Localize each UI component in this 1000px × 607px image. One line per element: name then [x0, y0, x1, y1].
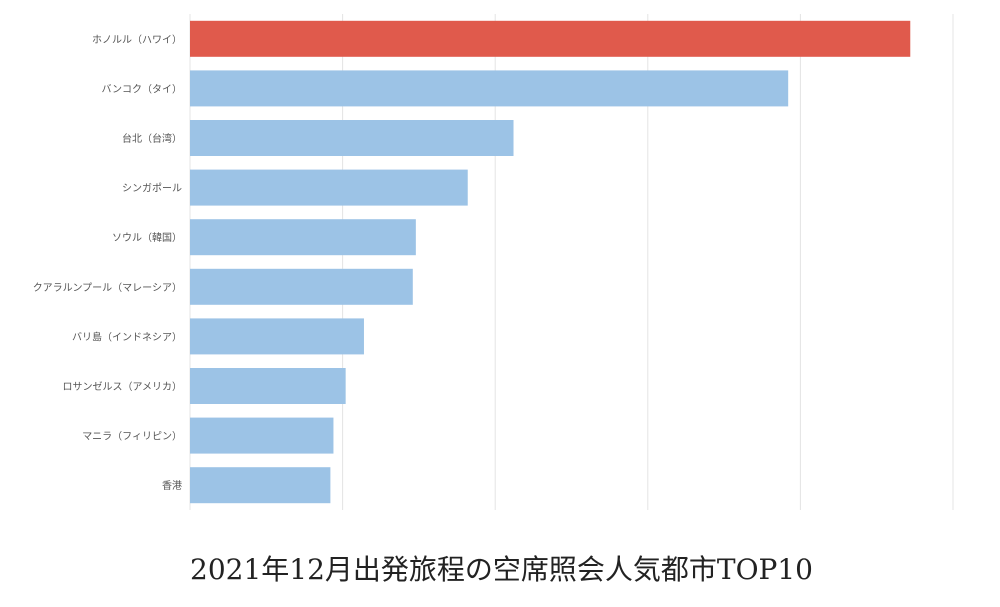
bar-3	[190, 120, 514, 156]
bar-6	[190, 268, 413, 305]
chart-title: 2021年12月出発旅程の空席照会人気都市TOP10	[190, 553, 813, 586]
category-label-8: ロサンゼルス（アメリカ）	[63, 381, 183, 393]
category-label-4: シンガポール	[122, 183, 182, 195]
bars	[190, 20, 911, 504]
category-label-10: 香港	[162, 480, 182, 492]
category-label-1: ホノルル（ハワイ）	[92, 34, 182, 46]
category-label-9: マニラ（フィリピン）	[82, 431, 182, 443]
bar-2	[190, 70, 789, 107]
category-label-2: バンコク（タイ）	[102, 83, 183, 95]
bar-10	[190, 467, 331, 504]
bar-7	[190, 318, 364, 355]
bar-9	[190, 417, 334, 454]
category-label-6: クアラルンプール（マレーシア）	[33, 282, 182, 294]
category-label-7: バリ島（インドネシア）	[72, 330, 182, 343]
bar-4	[190, 169, 468, 206]
category-label-3: 台北（台湾）	[122, 132, 182, 145]
bar-8	[190, 368, 346, 404]
bar-1	[190, 20, 911, 57]
bar-5	[190, 219, 416, 256]
category-label-5: ソウル（韓国）	[112, 232, 182, 244]
